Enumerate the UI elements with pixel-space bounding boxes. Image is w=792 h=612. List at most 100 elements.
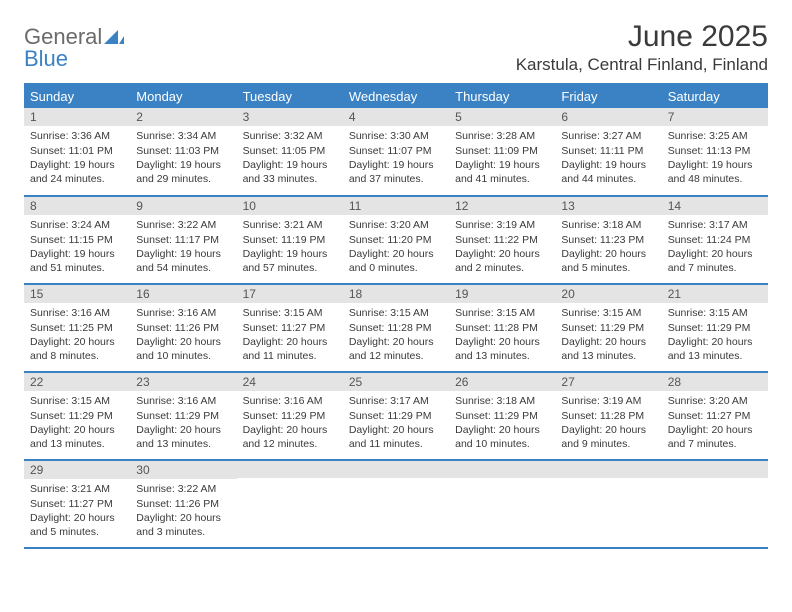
day-cell: 5Sunrise: 3:28 AMSunset: 11:09 PMDayligh… [449,108,555,196]
sunrise-line: Sunrise: 3:27 AM [561,129,655,143]
sunrise-line: Sunrise: 3:19 AM [455,218,549,232]
day-cell: 23Sunrise: 3:16 AMSunset: 11:29 PMDaylig… [130,372,236,460]
month-title: June 2025 [516,20,768,53]
logo-sail-icon [104,26,124,48]
sunset-line: Sunset: 11:28 PM [455,321,549,335]
day-body: Sunrise: 3:19 AMSunset: 11:22 PMDaylight… [449,215,555,279]
day-number: 27 [555,373,661,391]
day-number: 22 [24,373,130,391]
day-body: Sunrise: 3:34 AMSunset: 11:03 PMDaylight… [130,126,236,190]
sunset-line: Sunset: 11:09 PM [455,144,549,158]
daylight-line: Daylight: 19 hours and 44 minutes. [561,158,655,186]
sunset-line: Sunset: 11:20 PM [349,233,443,247]
daylight-line: Daylight: 20 hours and 11 minutes. [243,335,337,363]
day-number: 12 [449,197,555,215]
sunset-line: Sunset: 11:27 PM [243,321,337,335]
day-body: Sunrise: 3:22 AMSunset: 11:17 PMDaylight… [130,215,236,279]
day-number: 17 [237,285,343,303]
daylight-line: Daylight: 19 hours and 37 minutes. [349,158,443,186]
day-number: 23 [130,373,236,391]
daylight-line: Daylight: 19 hours and 54 minutes. [136,247,230,275]
sunset-line: Sunset: 11:22 PM [455,233,549,247]
day-cell [237,460,343,548]
sunrise-line: Sunrise: 3:15 AM [349,306,443,320]
day-cell: 10Sunrise: 3:21 AMSunset: 11:19 PMDaylig… [237,196,343,284]
day-cell: 14Sunrise: 3:17 AMSunset: 11:24 PMDaylig… [662,196,768,284]
day-number [343,461,449,478]
day-number: 21 [662,285,768,303]
day-body: Sunrise: 3:20 AMSunset: 11:20 PMDaylight… [343,215,449,279]
day-body: Sunrise: 3:15 AMSunset: 11:28 PMDaylight… [343,303,449,367]
day-number: 8 [24,197,130,215]
day-cell: 19Sunrise: 3:15 AMSunset: 11:28 PMDaylig… [449,284,555,372]
day-cell: 28Sunrise: 3:20 AMSunset: 11:27 PMDaylig… [662,372,768,460]
sunrise-line: Sunrise: 3:20 AM [349,218,443,232]
day-cell: 30Sunrise: 3:22 AMSunset: 11:26 PMDaylig… [130,460,236,548]
day-cell: 11Sunrise: 3:20 AMSunset: 11:20 PMDaylig… [343,196,449,284]
sunrise-line: Sunrise: 3:15 AM [561,306,655,320]
sunset-line: Sunset: 11:01 PM [30,144,124,158]
location-label: Karstula, Central Finland, Finland [516,55,768,75]
weekday-header: Sunday [24,84,130,108]
day-number: 30 [130,461,236,479]
sunrise-line: Sunrise: 3:16 AM [30,306,124,320]
daylight-line: Daylight: 19 hours and 41 minutes. [455,158,549,186]
day-number: 10 [237,197,343,215]
day-number: 20 [555,285,661,303]
day-cell: 22Sunrise: 3:15 AMSunset: 11:29 PMDaylig… [24,372,130,460]
sunset-line: Sunset: 11:15 PM [30,233,124,247]
day-number: 28 [662,373,768,391]
day-body: Sunrise: 3:15 AMSunset: 11:29 PMDaylight… [662,303,768,367]
daylight-line: Daylight: 20 hours and 5 minutes. [30,511,124,539]
daylight-line: Daylight: 20 hours and 13 minutes. [561,335,655,363]
daylight-line: Daylight: 20 hours and 12 minutes. [243,423,337,451]
day-number: 7 [662,108,768,126]
daylight-line: Daylight: 20 hours and 13 minutes. [136,423,230,451]
day-body: Sunrise: 3:16 AMSunset: 11:26 PMDaylight… [130,303,236,367]
sunrise-line: Sunrise: 3:30 AM [349,129,443,143]
sunrise-line: Sunrise: 3:16 AM [243,394,337,408]
daylight-line: Daylight: 20 hours and 8 minutes. [30,335,124,363]
day-number: 5 [449,108,555,126]
daylight-line: Daylight: 20 hours and 10 minutes. [136,335,230,363]
day-body: Sunrise: 3:16 AMSunset: 11:29 PMDaylight… [237,391,343,455]
day-cell: 17Sunrise: 3:15 AMSunset: 11:27 PMDaylig… [237,284,343,372]
sunset-line: Sunset: 11:29 PM [561,321,655,335]
day-number [555,461,661,478]
day-body: Sunrise: 3:18 AMSunset: 11:29 PMDaylight… [449,391,555,455]
day-cell: 3Sunrise: 3:32 AMSunset: 11:05 PMDayligh… [237,108,343,196]
day-number: 6 [555,108,661,126]
day-body [237,478,343,485]
day-cell: 13Sunrise: 3:18 AMSunset: 11:23 PMDaylig… [555,196,661,284]
sunset-line: Sunset: 11:26 PM [136,497,230,511]
day-cell: 6Sunrise: 3:27 AMSunset: 11:11 PMDayligh… [555,108,661,196]
brand-logo: General Blue [24,20,124,70]
day-body: Sunrise: 3:18 AMSunset: 11:23 PMDaylight… [555,215,661,279]
day-body: Sunrise: 3:28 AMSunset: 11:09 PMDaylight… [449,126,555,190]
sunrise-line: Sunrise: 3:34 AM [136,129,230,143]
sunset-line: Sunset: 11:28 PM [349,321,443,335]
sunrise-line: Sunrise: 3:16 AM [136,306,230,320]
day-number [237,461,343,478]
sunrise-line: Sunrise: 3:17 AM [349,394,443,408]
sunrise-line: Sunrise: 3:17 AM [668,218,762,232]
sunset-line: Sunset: 11:19 PM [243,233,337,247]
day-cell [343,460,449,548]
sunset-line: Sunset: 11:29 PM [349,409,443,423]
weekday-header: Wednesday [343,84,449,108]
weekday-header: Saturday [662,84,768,108]
day-body: Sunrise: 3:15 AMSunset: 11:27 PMDaylight… [237,303,343,367]
day-cell: 16Sunrise: 3:16 AMSunset: 11:26 PMDaylig… [130,284,236,372]
sunset-line: Sunset: 11:29 PM [455,409,549,423]
day-cell: 24Sunrise: 3:16 AMSunset: 11:29 PMDaylig… [237,372,343,460]
day-body [343,478,449,485]
daylight-line: Daylight: 20 hours and 0 minutes. [349,247,443,275]
day-cell [555,460,661,548]
day-cell: 8Sunrise: 3:24 AMSunset: 11:15 PMDayligh… [24,196,130,284]
day-number: 9 [130,197,236,215]
day-number: 25 [343,373,449,391]
sunset-line: Sunset: 11:29 PM [243,409,337,423]
daylight-line: Daylight: 19 hours and 33 minutes. [243,158,337,186]
daylight-line: Daylight: 20 hours and 13 minutes. [455,335,549,363]
day-number: 24 [237,373,343,391]
